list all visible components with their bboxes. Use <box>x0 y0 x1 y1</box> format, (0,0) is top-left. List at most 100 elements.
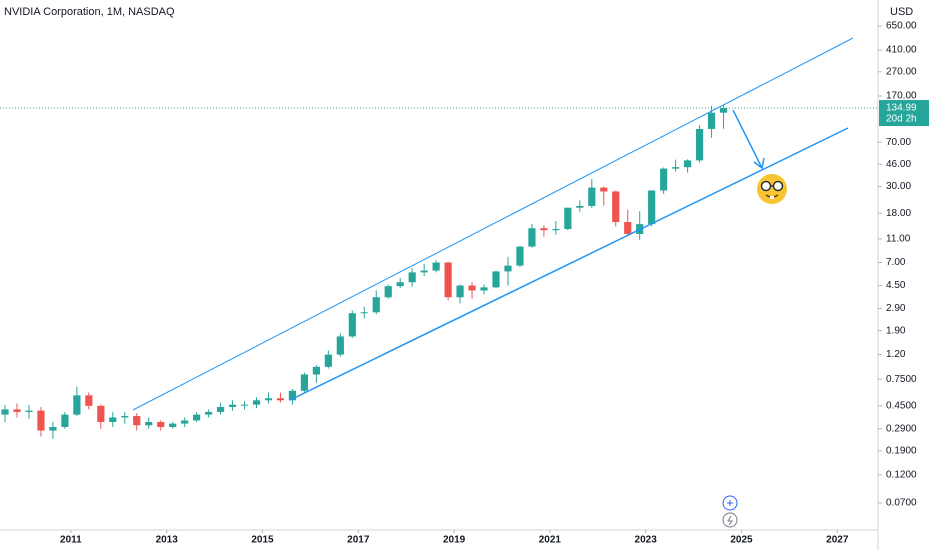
candle-body <box>61 414 69 427</box>
candle-body <box>420 270 428 273</box>
flash-icon[interactable] <box>722 512 738 528</box>
candle-body <box>612 191 620 223</box>
last-price-label: 134.99 <box>886 103 917 114</box>
candle-body <box>719 108 728 113</box>
candle-body <box>336 336 344 355</box>
flash-icon-bolt <box>727 515 733 526</box>
candle-body <box>564 207 572 230</box>
y-tick-label: 0.4500 <box>886 400 917 411</box>
candle-body <box>600 187 608 192</box>
y-tick-label: 7.00 <box>886 257 906 268</box>
candle-body <box>672 167 680 169</box>
y-tick-label: 0.1200 <box>886 469 917 480</box>
y-tick-label: 11.00 <box>886 234 911 245</box>
y-tick-label: 2.90 <box>886 303 906 314</box>
candle-body <box>133 416 141 426</box>
candle-body <box>205 411 213 415</box>
candle-body <box>121 416 129 418</box>
channel-upper <box>132 37 854 411</box>
candle-body <box>1 409 9 415</box>
candle-body <box>660 168 668 191</box>
arrow <box>732 109 763 169</box>
candle-body <box>456 285 464 298</box>
y-tick-label: 0.7500 <box>886 374 917 385</box>
candle-body <box>324 354 332 367</box>
candle-body <box>540 228 548 231</box>
y-tick-label: 70.00 <box>886 137 911 148</box>
candle-body <box>264 398 273 401</box>
candle-body <box>528 228 536 247</box>
y-tick-label: 170.00 <box>886 91 917 102</box>
candle-body <box>408 272 416 283</box>
candle-body <box>73 395 81 415</box>
y-tick-label: 46.00 <box>886 159 911 170</box>
candle-body <box>468 285 476 291</box>
candle-body <box>49 426 57 431</box>
channel-lower <box>289 127 849 401</box>
y-tick-label: 30.00 <box>886 181 911 192</box>
candle-body <box>348 313 356 337</box>
candle-body <box>37 410 45 431</box>
candle-body <box>312 366 320 375</box>
x-tick-label: 2013 <box>156 535 179 546</box>
candle-body <box>216 406 225 412</box>
candle-body <box>372 297 380 313</box>
countdown-label: 20d 2h <box>886 114 917 125</box>
y-tick-label: 1.90 <box>886 325 906 336</box>
y-tick-label: 0.2900 <box>886 423 917 434</box>
x-tick-label: 2021 <box>539 535 562 546</box>
candle-body <box>648 190 656 225</box>
candle-body <box>707 112 716 129</box>
candle-body <box>300 374 308 391</box>
candle-body <box>228 404 237 407</box>
candle-body <box>396 282 404 287</box>
candle-body <box>360 312 368 314</box>
candle-body <box>576 205 584 208</box>
candle-body <box>288 390 297 401</box>
candle-body <box>252 400 261 405</box>
arrow-head <box>753 157 765 170</box>
x-tick-label: 2015 <box>251 535 274 546</box>
x-tick-label: 2027 <box>826 535 849 546</box>
y-tick-label: 410.00 <box>886 45 917 56</box>
add-icon-plus <box>727 500 733 506</box>
candle-body <box>516 246 524 266</box>
candle-body <box>145 422 153 426</box>
y-tick-label: 0.1900 <box>886 445 917 456</box>
currency: USD <box>890 6 913 18</box>
chart-title: NVIDIA Corporation, 1M, NASDAQ <box>4 6 175 18</box>
candle-body <box>492 271 500 288</box>
candle-body <box>695 128 704 161</box>
candle-body <box>169 423 177 427</box>
candle-body <box>588 187 596 206</box>
candle-body <box>684 160 692 168</box>
candle-body <box>552 229 560 231</box>
candle-body <box>432 262 440 271</box>
candle-body <box>384 286 392 298</box>
candle-body <box>240 404 249 406</box>
y-tick-label: 270.00 <box>886 66 917 77</box>
candle-body <box>13 409 21 412</box>
drawings <box>132 37 854 411</box>
y-tick-label: 0.0700 <box>886 498 917 509</box>
nerd-emoji <box>757 174 787 204</box>
candle-body <box>480 287 488 291</box>
y-tick-label: 4.50 <box>886 280 906 291</box>
candle-body <box>444 262 452 298</box>
y-tick-label: 1.20 <box>886 349 906 360</box>
candle-body <box>504 265 512 272</box>
candle-body <box>85 395 93 406</box>
candle-body <box>25 410 33 412</box>
candle-body <box>157 422 165 427</box>
x-tick-label: 2023 <box>635 535 658 546</box>
toolbar-icons <box>722 495 738 528</box>
candle-body <box>97 405 105 423</box>
x-tick-label: 2017 <box>347 535 370 546</box>
candle-body <box>193 414 201 421</box>
x-tick-label: 2011 <box>60 535 82 546</box>
candle-body <box>276 398 285 401</box>
y-tick-label: 18.00 <box>886 208 911 219</box>
